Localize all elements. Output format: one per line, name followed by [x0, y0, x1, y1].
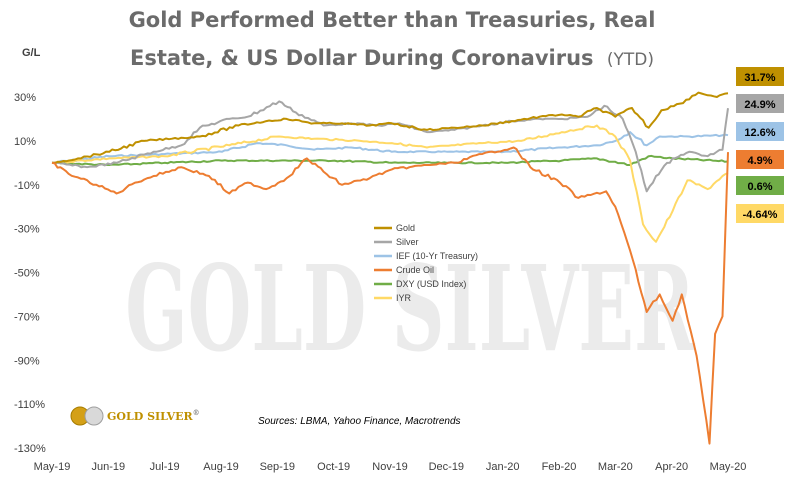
- chart-title-suffix: (YTD): [607, 50, 654, 70]
- goldsilver-logo: GOLD SILVER®: [70, 406, 200, 426]
- end-badge-label: 12.6%: [744, 127, 775, 139]
- y-axis-label: G/L: [22, 47, 41, 59]
- end-badge-label: 24.9%: [744, 99, 775, 111]
- end-badge-box: [736, 204, 784, 223]
- x-tick-label: Nov-19: [372, 461, 407, 473]
- x-tick-label: Dec-19: [429, 461, 464, 473]
- end-badge-gold: 31.7%: [736, 67, 784, 86]
- x-tick-label: Oct-19: [317, 461, 350, 473]
- y-tick-label: 10%: [14, 136, 36, 148]
- chart-title-line2: Estate, & US Dollar During Coronavirus (…: [130, 46, 654, 70]
- x-tick-label: May-19: [34, 461, 71, 473]
- y-tick-label: -110%: [14, 399, 45, 411]
- x-tick-label: Sep-19: [260, 461, 295, 473]
- legend-label: Gold: [396, 223, 415, 233]
- watermark-text: GOLD SILVER: [125, 241, 696, 379]
- chart-title-line2-main: Estate, & US Dollar During Coronavirus: [130, 46, 594, 70]
- legend-label: DXY (USD Index): [396, 279, 466, 289]
- y-tick-label: -130%: [14, 443, 46, 455]
- end-badge-box: [736, 122, 784, 141]
- x-tick-label: Apr-20: [655, 461, 688, 473]
- end-badge-box: [736, 94, 784, 113]
- end-badge-label: 31.7%: [744, 72, 775, 84]
- x-tick-label: Jan-20: [486, 461, 520, 473]
- series-line-gold: [51, 91, 729, 164]
- x-tick-label: May-20: [710, 461, 747, 473]
- y-tick-label: 30%: [14, 92, 36, 104]
- logo-registered-mark: ®: [193, 408, 200, 417]
- y-tick-label: -10%: [14, 180, 40, 192]
- legend-label: IYR: [396, 293, 412, 303]
- x-tick-label: Feb-20: [542, 461, 577, 473]
- x-tick-label: Jun-19: [92, 461, 126, 473]
- silver-coin-icon: [84, 406, 104, 426]
- end-badge-label: 0.6%: [747, 181, 772, 193]
- y-tick-label: -50%: [14, 268, 40, 280]
- legend-label: IEF (10-Yr Treasury): [396, 251, 478, 261]
- logo-text-main: GOLD SILVER: [107, 410, 194, 423]
- logo-text: GOLD SILVER®: [107, 408, 200, 423]
- y-tick-label: -70%: [14, 311, 40, 323]
- source-note: Sources: LBMA, Yahoo Finance, Macrotrend…: [258, 416, 461, 427]
- series-line-iyr: [51, 124, 729, 243]
- series-line-silver: [52, 100, 729, 193]
- legend-label: Silver: [396, 237, 419, 247]
- x-tick-label: Jul-19: [150, 461, 180, 473]
- series-line-dxy: [52, 154, 729, 166]
- x-axis-ticks: May-19 Jun-19 Jul-19 Aug-19 Sep-19 Oct-19 Nov-…: [34, 461, 747, 473]
- end-badge-crude: 4.9%: [736, 150, 784, 169]
- y-axis-ticks: 30% 10% -10% -30% -50% -70% -90% -110% -130%: [14, 92, 46, 455]
- end-badge-label: 4.9%: [747, 155, 772, 167]
- end-badge-silver: 24.9%: [736, 94, 784, 113]
- end-badge-box: [736, 67, 784, 86]
- series-line-ief: [51, 131, 729, 164]
- end-badge-box: [736, 150, 784, 169]
- end-value-badges: 31.7% 24.9% 12.6% 4.9% 0.6% -4.64%: [736, 67, 784, 223]
- x-tick-label: Mar-20: [598, 461, 633, 473]
- x-tick-label: Aug-19: [203, 461, 238, 473]
- series-line-crude: [51, 146, 729, 445]
- y-tick-label: -90%: [14, 355, 40, 367]
- series-lines: [51, 91, 729, 445]
- end-badge-ief: 12.6%: [736, 122, 784, 141]
- end-badge-label: -4.64%: [743, 209, 778, 221]
- end-badge-box: [736, 176, 784, 195]
- chart-title-line1: Gold Performed Better than Treasuries, R…: [129, 8, 656, 32]
- legend-label: Crude Oil: [396, 265, 434, 275]
- end-badge-iyr: -4.64%: [736, 204, 784, 223]
- end-badge-dxy: 0.6%: [736, 176, 784, 195]
- y-tick-label: -30%: [14, 224, 40, 236]
- chart-legend: Gold Silver IEF (10-Yr Treasury) Crude Oil D…: [374, 223, 478, 303]
